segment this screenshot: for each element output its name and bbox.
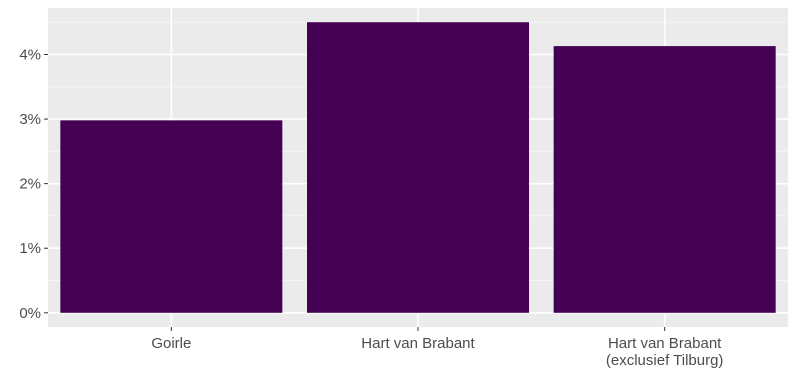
bar (60, 120, 283, 313)
x-tick-label-line: Hart van Brabant (608, 335, 722, 352)
y-tick-label: 2% (19, 176, 41, 193)
x-axis: Goirle Hart van Brabant Hart van Brabant (e… (151, 327, 723, 369)
y-tick-label: 0% (19, 305, 41, 322)
x-tick-label-line: (exclusief Tilburg) (606, 352, 724, 369)
y-tick-label: 3% (19, 111, 41, 128)
bars (60, 22, 776, 313)
y-tick-label: 4% (19, 46, 41, 63)
bar (307, 22, 529, 313)
x-tick-label: Hart van Brabant (361, 335, 475, 352)
x-tick-label: Goirle (151, 335, 191, 352)
x-tick-label-line: Hart van Brabant (361, 335, 475, 352)
bar (553, 46, 776, 313)
x-tick-label: Hart van Brabant (exclusief Tilburg) (606, 335, 724, 369)
x-tick-label-line: Goirle (151, 335, 191, 352)
y-axis: 0% 1% 2% 3% 4% (19, 46, 48, 322)
y-tick-label: 1% (19, 240, 41, 257)
